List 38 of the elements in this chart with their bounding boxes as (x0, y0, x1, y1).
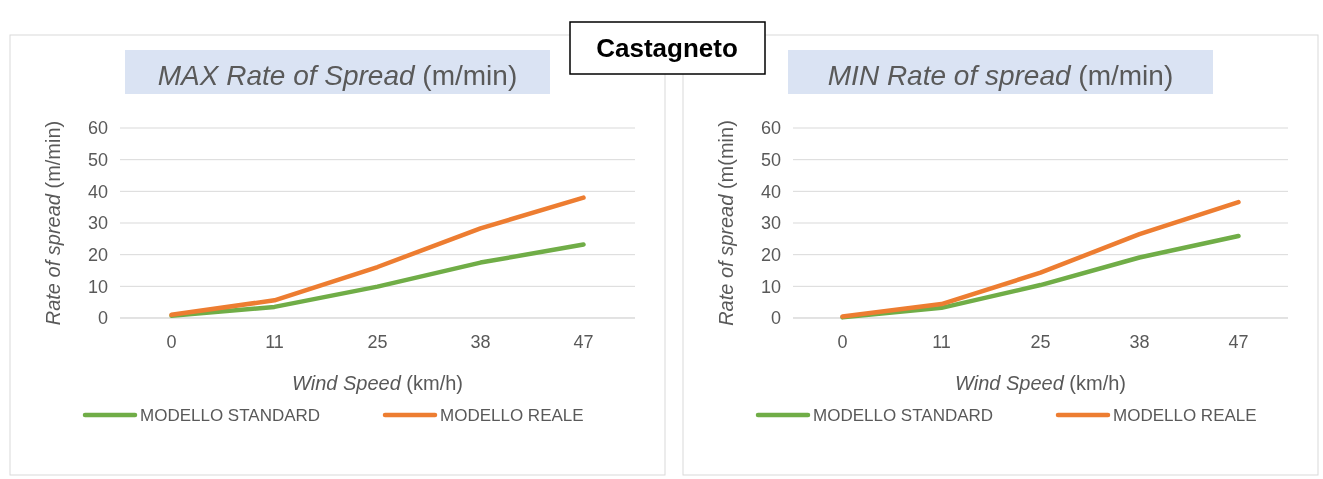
y-axis-title: Rate of spread (m/min) (42, 120, 64, 326)
legend-label: MODELLO STANDARD (813, 405, 994, 425)
y-tick-label: 50 (87, 149, 108, 170)
x-axis-title: Wind Speed (km/h) (292, 372, 463, 394)
y-tick-label: 10 (87, 276, 108, 297)
x-tick-label: 38 (470, 332, 491, 352)
x-tick-label: 25 (1030, 332, 1051, 352)
line-series (169, 242, 586, 319)
legend-label: MODELLO REALE (440, 405, 584, 425)
y-tick-label: 0 (770, 308, 781, 329)
text: Castagneto (596, 33, 738, 63)
x-tick-label: 0 (166, 332, 177, 352)
y-tick-label: 20 (760, 244, 781, 265)
x-axis-title: Wind Speed (km/h) (955, 372, 1126, 394)
y-tick-label: 50 (760, 149, 781, 170)
y-tick-label: 20 (87, 244, 108, 265)
x-tick-label: 47 (1228, 332, 1249, 352)
y-tick-label: 10 (760, 276, 781, 297)
y-tick-label: 0 (97, 308, 108, 329)
y-tick-label: 30 (87, 213, 108, 234)
y-tick-label: 40 (87, 181, 108, 202)
line-series (840, 199, 1241, 319)
legend-label: MODELLO REALE (1113, 405, 1257, 425)
x-tick-label: 47 (573, 332, 594, 352)
legend-label: MODELLO STANDARD (140, 405, 321, 425)
y-tick-label: 60 (760, 118, 781, 139)
y-tick-label: 40 (760, 181, 781, 202)
y-tick-label: 60 (87, 118, 108, 139)
chart-title: MAX Rate of Spread (m/min) (157, 60, 518, 91)
x-tick-label: 11 (265, 332, 284, 352)
y-axis-title: Rate of spread (m(min) (715, 120, 737, 326)
y-tick-label: 30 (760, 213, 781, 234)
chart-title: MIN Rate of spread (m/min) (827, 60, 1174, 91)
x-tick-label: 11 (932, 332, 951, 352)
x-tick-label: 0 (837, 332, 848, 352)
x-tick-label: 25 (367, 332, 388, 352)
x-tick-label: 38 (1129, 332, 1150, 352)
line-series (169, 195, 586, 318)
